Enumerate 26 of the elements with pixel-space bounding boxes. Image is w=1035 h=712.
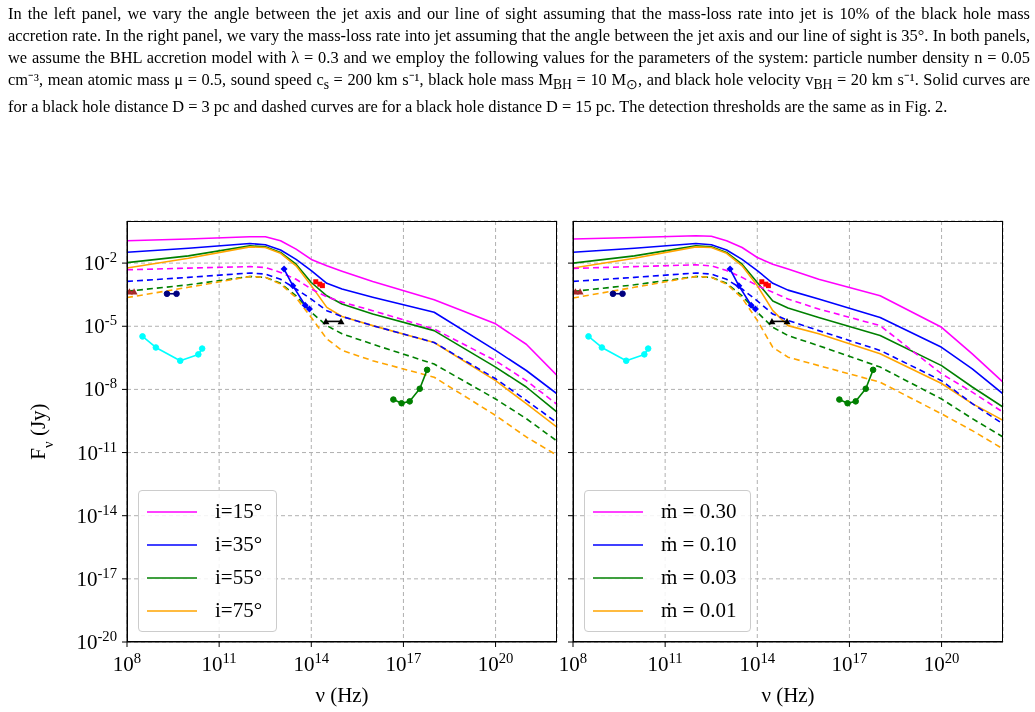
legend-label: ṁ = 0.03: [661, 565, 737, 590]
y-tick-label: 10$^{-17}$: [76, 564, 117, 591]
y-tick-label: 10$^{-5}$: [83, 312, 117, 339]
x-tick-label: 10$^{11}$: [647, 650, 683, 676]
x-tick-label: 10$^{14}$: [293, 650, 330, 676]
y-tick-label: 10$^{-8}$: [83, 375, 117, 402]
x-axis-title: ν (Hz): [761, 683, 815, 707]
x-tick-label: 10$^{14}$: [739, 650, 776, 676]
y-tick-label: 10$^{-14}$: [76, 501, 118, 528]
x-tick-label: 10$^{8}$: [558, 650, 588, 676]
text: In the left panel, we vary the angle between the jet axis and our line of sight assuming that the mass-loss rate into jet is 10% of the black hole mass accretion rate. In the right panel, we vary the mass-loss rate into jet assuming that the angle between the jet axis and our line of sight is 35°. In both panels, we assume the BHL accretion model with λ = 0.3 and we employ the following values for the parameters of the system: particle number density n = 0.05 cm⁻³, mean atomic mass μ = 0.5, sound speed c$_{s}$ = 200 km s⁻¹, black hole mass M$_{BH}$ = 10 M$_{⊙}$, and black hole velocity v$_{BH}$ = 20 km s⁻¹. Solid curves are for a black hole distance D = 3 pc and dashed curves are for a black hole distance D = 15 pc. The detection thresholds are the same as in Fig. 2.: [8, 4, 1030, 117]
x-tick-label: 10$^{20}$: [477, 650, 514, 676]
legend-label: i=35°: [215, 532, 263, 557]
x-axis-title: ν (Hz): [315, 683, 369, 707]
legend-label: ṁ = 0.10: [661, 532, 737, 557]
legend-label: ṁ = 0.01: [661, 598, 737, 623]
legend-label: i=55°: [215, 565, 263, 590]
y-tick-label: 10$^{-11}$: [76, 438, 117, 465]
x-tick-label: 10$^{17}$: [385, 650, 422, 676]
x-tick-label: 10$^{20}$: [923, 650, 960, 676]
x-tick-label: 10$^{17}$: [831, 650, 868, 676]
y-tick-label: 10$^{-2}$: [83, 249, 117, 276]
legend-label: i=75°: [215, 598, 263, 623]
legend-label: ṁ = 0.30: [661, 499, 737, 524]
legend-label: i=15°: [215, 499, 263, 524]
x-tick-label: 10$^{11}$: [201, 650, 237, 676]
